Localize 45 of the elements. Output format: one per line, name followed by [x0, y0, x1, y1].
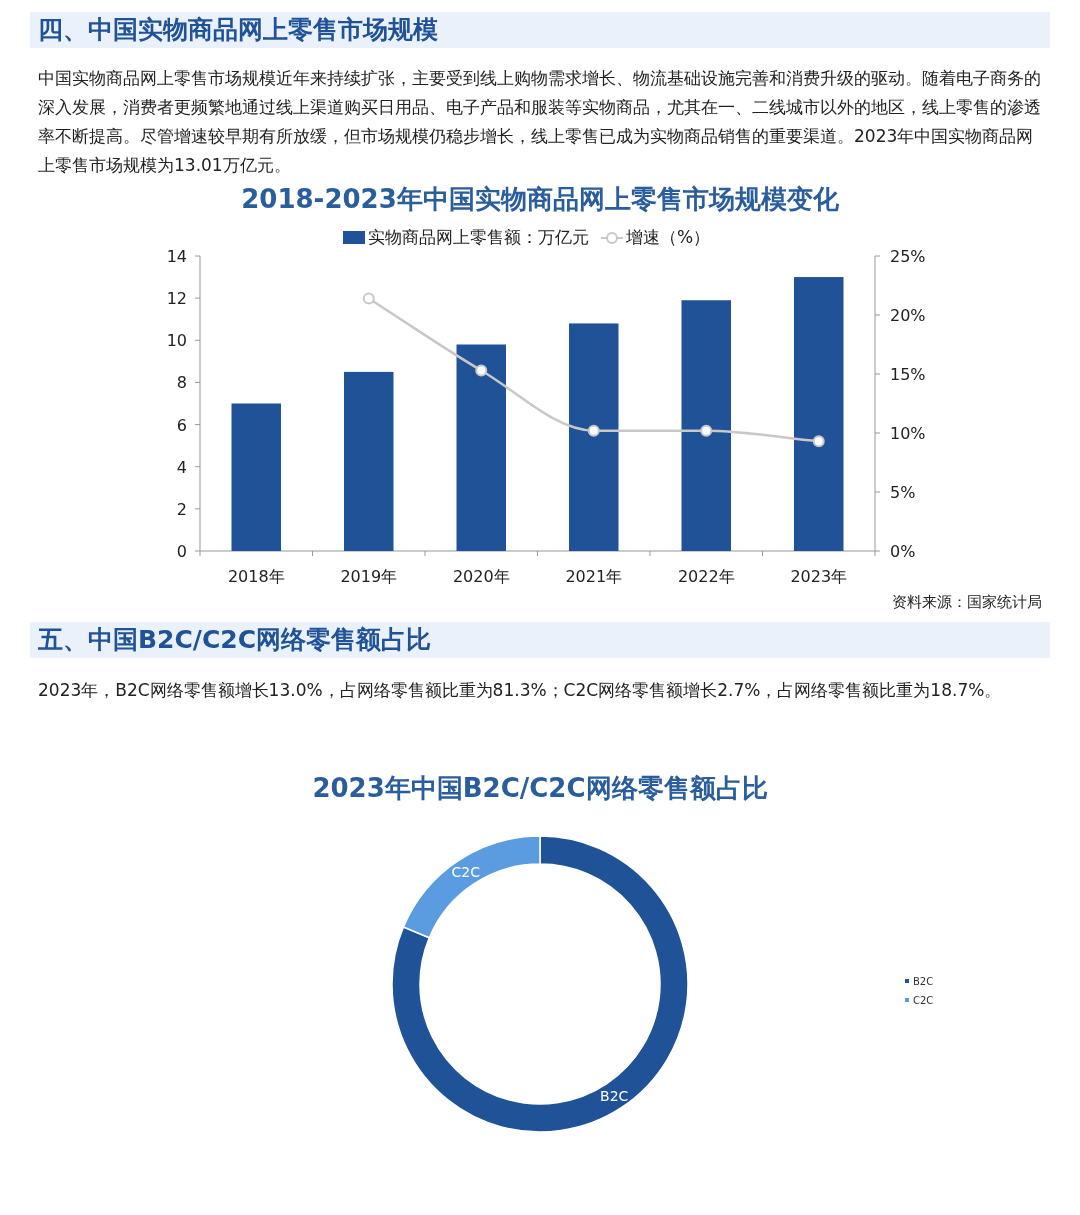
donut-slice	[391, 835, 689, 1133]
text: 四、中国实物商品网上零售市场规模	[30, 12, 1050, 48]
chart-title: 2018-2023年中国实物商品网上零售市场规模变化	[241, 184, 840, 214]
y2-tick-label: 25%	[890, 247, 926, 266]
y-tick-label: 4	[176, 457, 187, 477]
bar	[794, 277, 844, 551]
legend-label: 实物商品网上零售额：万亿元	[368, 227, 589, 247]
x-tick-label: 2021年	[565, 567, 623, 586]
y2-tick-label: 5%	[890, 483, 916, 502]
y2-tick-label: 0%	[890, 542, 916, 561]
legend-label: B2C	[913, 976, 934, 987]
x-tick-label: 2022年	[677, 567, 735, 586]
text: 2023年，B2C网络零售额增长13.0%，占网络零售额比重为81.3%；C2C网络零售额增长2.7%，占网络零售额比重为18.7%。	[38, 679, 1003, 702]
y-tick-label: 10	[166, 331, 187, 351]
legend-label: 增速（%）	[625, 227, 711, 247]
point	[700, 424, 713, 437]
bar	[681, 300, 731, 551]
x-tick-label: 2023年	[790, 567, 848, 586]
y-tick-label: 0	[176, 542, 187, 561]
x-tick-label: 2020年	[452, 567, 510, 586]
legend-label: C2C	[913, 995, 934, 1006]
x-tick-label: 2018年	[227, 567, 285, 586]
y-tick-label: 12	[166, 289, 187, 309]
y-tick-label: 14	[166, 247, 187, 266]
x-tick-label: 2019年	[340, 567, 398, 586]
bar	[344, 371, 394, 551]
chart-title: 2023年中国B2C/C2C网络零售额占比	[312, 773, 768, 803]
point	[475, 364, 488, 377]
point	[362, 292, 375, 305]
y-tick-label: 6	[176, 415, 187, 435]
y2-tick-label: 15%	[890, 365, 926, 384]
y-tick-label: 2	[176, 499, 187, 519]
slice-label: C2C	[451, 864, 481, 881]
y2-tick-label: 20%	[890, 306, 926, 325]
text: 五、中国B2C/C2C网络零售额占比	[30, 622, 1050, 658]
bar	[231, 403, 281, 551]
text: 中国实物商品网上零售市场规模近年来持续扩张，主要受到线上购物需求增长、物流基础设施完善和消费升级的驱动。随着电子商务的深入发展，消费者更频繁地通过线上渠道购买日用品、电子产品和服装等实物商品，尤其在一、二线城市以外的地区，线上零售的渗透率不断提高。尽管增速较早期有所放缓，但市场规模仍稳步增长，线上零售已成为实物商品销售的重要渠道。2023年中国实物商品网上零售市场规模为13.01万亿元。	[38, 67, 1042, 177]
bar	[456, 344, 506, 551]
point	[587, 424, 600, 437]
slice-label: B2C	[600, 1087, 629, 1104]
y-tick-label: 8	[176, 373, 187, 393]
point	[812, 435, 825, 448]
y2-tick-label: 10%	[890, 424, 926, 443]
text: 资料来源：国家统计局	[892, 593, 1042, 611]
bar	[569, 323, 619, 551]
